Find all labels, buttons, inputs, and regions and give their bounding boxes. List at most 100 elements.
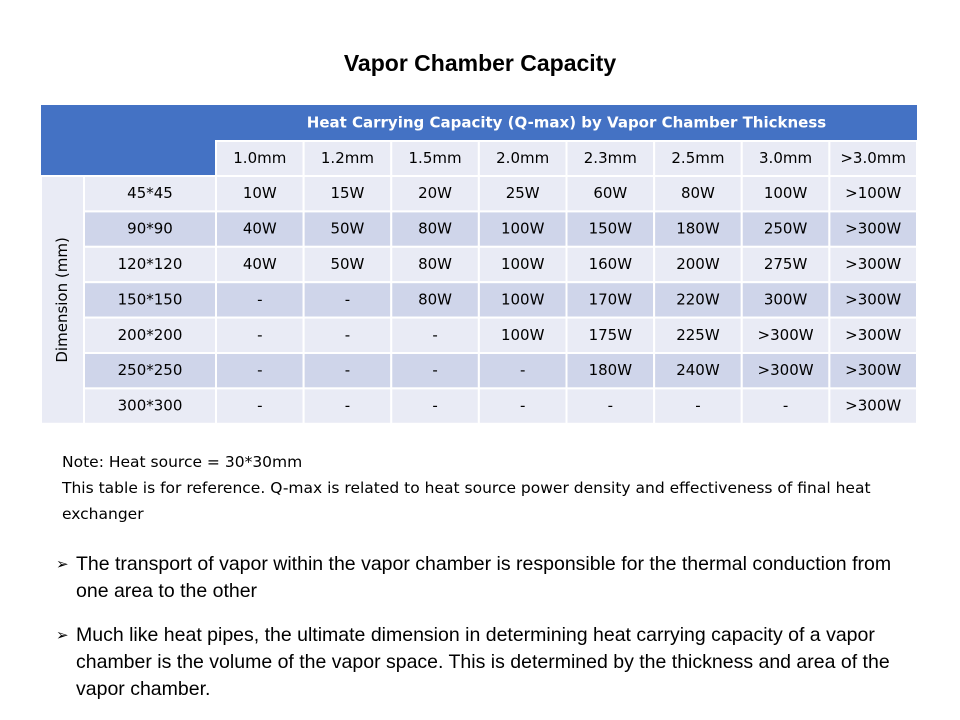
capacity: 225W bbox=[676, 326, 720, 344]
dimension: 150*150 bbox=[118, 290, 183, 308]
capacity: 40W bbox=[243, 255, 277, 273]
table-cell bbox=[215, 316, 305, 355]
table-cell bbox=[477, 210, 568, 248]
bullet: Much like heat pipes, the ultimate dimen… bbox=[56, 622, 916, 703]
table-cell bbox=[83, 245, 217, 284]
column-header: 2.0mm bbox=[496, 149, 549, 167]
capacity: - bbox=[345, 290, 350, 308]
capacity: 80W bbox=[418, 290, 452, 308]
capacity: - bbox=[257, 290, 262, 308]
capacity: >300W bbox=[845, 397, 901, 415]
capacity: 300W bbox=[764, 290, 808, 308]
capacity: 80W bbox=[681, 184, 715, 202]
capacity: 220W bbox=[676, 290, 720, 308]
capacity: - bbox=[520, 397, 525, 415]
capacity-table: Heat Carrying Capacity (Q-max) by Vapor … bbox=[40, 105, 918, 425]
dimension: 90*90 bbox=[127, 220, 173, 238]
column-header-cell bbox=[740, 140, 831, 177]
capacity: >100W bbox=[845, 184, 901, 202]
capacity: 15W bbox=[330, 184, 364, 202]
slide-title: Vapor Chamber Capacity bbox=[343, 50, 617, 76]
table-cell bbox=[390, 175, 480, 213]
row-label: Dimension (mm) bbox=[53, 237, 71, 362]
table-cell bbox=[828, 245, 918, 284]
table-cell bbox=[215, 387, 305, 425]
dimension: 300*300 bbox=[118, 397, 183, 415]
capacity: - bbox=[432, 397, 437, 415]
capacity: 180W bbox=[589, 361, 633, 379]
table-cell bbox=[653, 316, 743, 355]
dimension: 120*120 bbox=[118, 255, 183, 273]
note: Note: Heat source = 30*30mm This table i… bbox=[62, 449, 892, 527]
capacity: - bbox=[257, 326, 262, 344]
table-cell bbox=[302, 245, 393, 284]
table-cell bbox=[565, 245, 656, 284]
bullet-list: The transport of vapor within the vapor … bbox=[56, 551, 916, 720]
column-header: >3.0mm bbox=[840, 149, 906, 167]
capacity: 50W bbox=[330, 255, 364, 273]
capacity: 20W bbox=[418, 184, 452, 202]
dimension: 200*200 bbox=[118, 326, 183, 344]
capacity: >300W bbox=[845, 255, 901, 273]
capacity: - bbox=[257, 361, 262, 379]
capacity: >300W bbox=[845, 326, 901, 344]
table-cell bbox=[653, 352, 743, 390]
capacity: - bbox=[608, 397, 613, 415]
capacity: 170W bbox=[589, 290, 633, 308]
capacity: 175W bbox=[589, 326, 633, 344]
table-cell bbox=[477, 245, 568, 284]
dimension: 45*45 bbox=[127, 184, 173, 202]
capacity: - bbox=[345, 326, 350, 344]
capacity: 10W bbox=[243, 184, 277, 202]
capacity: - bbox=[520, 361, 525, 379]
capacity: 100W bbox=[501, 220, 545, 238]
table-cell bbox=[828, 175, 918, 213]
table-cell bbox=[828, 316, 918, 355]
capacity: - bbox=[432, 361, 437, 379]
table-cell bbox=[390, 281, 480, 319]
column-header-cell bbox=[565, 140, 656, 177]
capacity: 80W bbox=[418, 220, 452, 238]
column-header-cell bbox=[653, 140, 743, 177]
capacity: 40W bbox=[243, 220, 277, 238]
header-corner bbox=[41, 105, 216, 176]
capacity: - bbox=[783, 397, 788, 415]
column-header: 1.0mm bbox=[233, 149, 286, 167]
capacity: 100W bbox=[501, 290, 545, 308]
capacity: >300W bbox=[845, 290, 901, 308]
capacity: 200W bbox=[676, 255, 720, 273]
capacity: 25W bbox=[506, 184, 540, 202]
column-header: 2.3mm bbox=[584, 149, 637, 167]
capacity: 250W bbox=[764, 220, 808, 238]
table-cell bbox=[565, 210, 656, 248]
capacity: - bbox=[345, 361, 350, 379]
table-cell bbox=[653, 387, 743, 425]
table-cell bbox=[740, 175, 831, 213]
bullet: The transport of vapor within the vapor … bbox=[56, 551, 916, 605]
capacity: - bbox=[695, 397, 700, 415]
capacity: 80W bbox=[418, 255, 452, 273]
table-cell bbox=[215, 281, 305, 319]
header-title: Heat Carrying Capacity (Q-max) by Vapor … bbox=[307, 114, 827, 132]
capacity: - bbox=[257, 397, 262, 415]
capacity: 180W bbox=[676, 220, 720, 238]
column-header: 1.2mm bbox=[321, 149, 374, 167]
capacity: 50W bbox=[330, 220, 364, 238]
header-cell bbox=[216, 105, 917, 141]
note-line: This table is for reference. Q-max is re… bbox=[62, 479, 871, 523]
column-header: 2.5mm bbox=[671, 149, 724, 167]
table-cell bbox=[390, 352, 480, 390]
table-cell bbox=[390, 387, 480, 425]
table-cell bbox=[83, 175, 217, 213]
capacity: 240W bbox=[676, 361, 720, 379]
capacity: 60W bbox=[593, 184, 627, 202]
capacity: >300W bbox=[758, 361, 814, 379]
capacity: 100W bbox=[764, 184, 808, 202]
row-label-cell bbox=[40, 175, 85, 425]
capacity: 100W bbox=[501, 255, 545, 273]
capacity: >300W bbox=[758, 326, 814, 344]
table-cell bbox=[390, 316, 480, 355]
table-cell bbox=[828, 281, 918, 319]
column-header: 3.0mm bbox=[759, 149, 812, 167]
capacity: - bbox=[432, 326, 437, 344]
